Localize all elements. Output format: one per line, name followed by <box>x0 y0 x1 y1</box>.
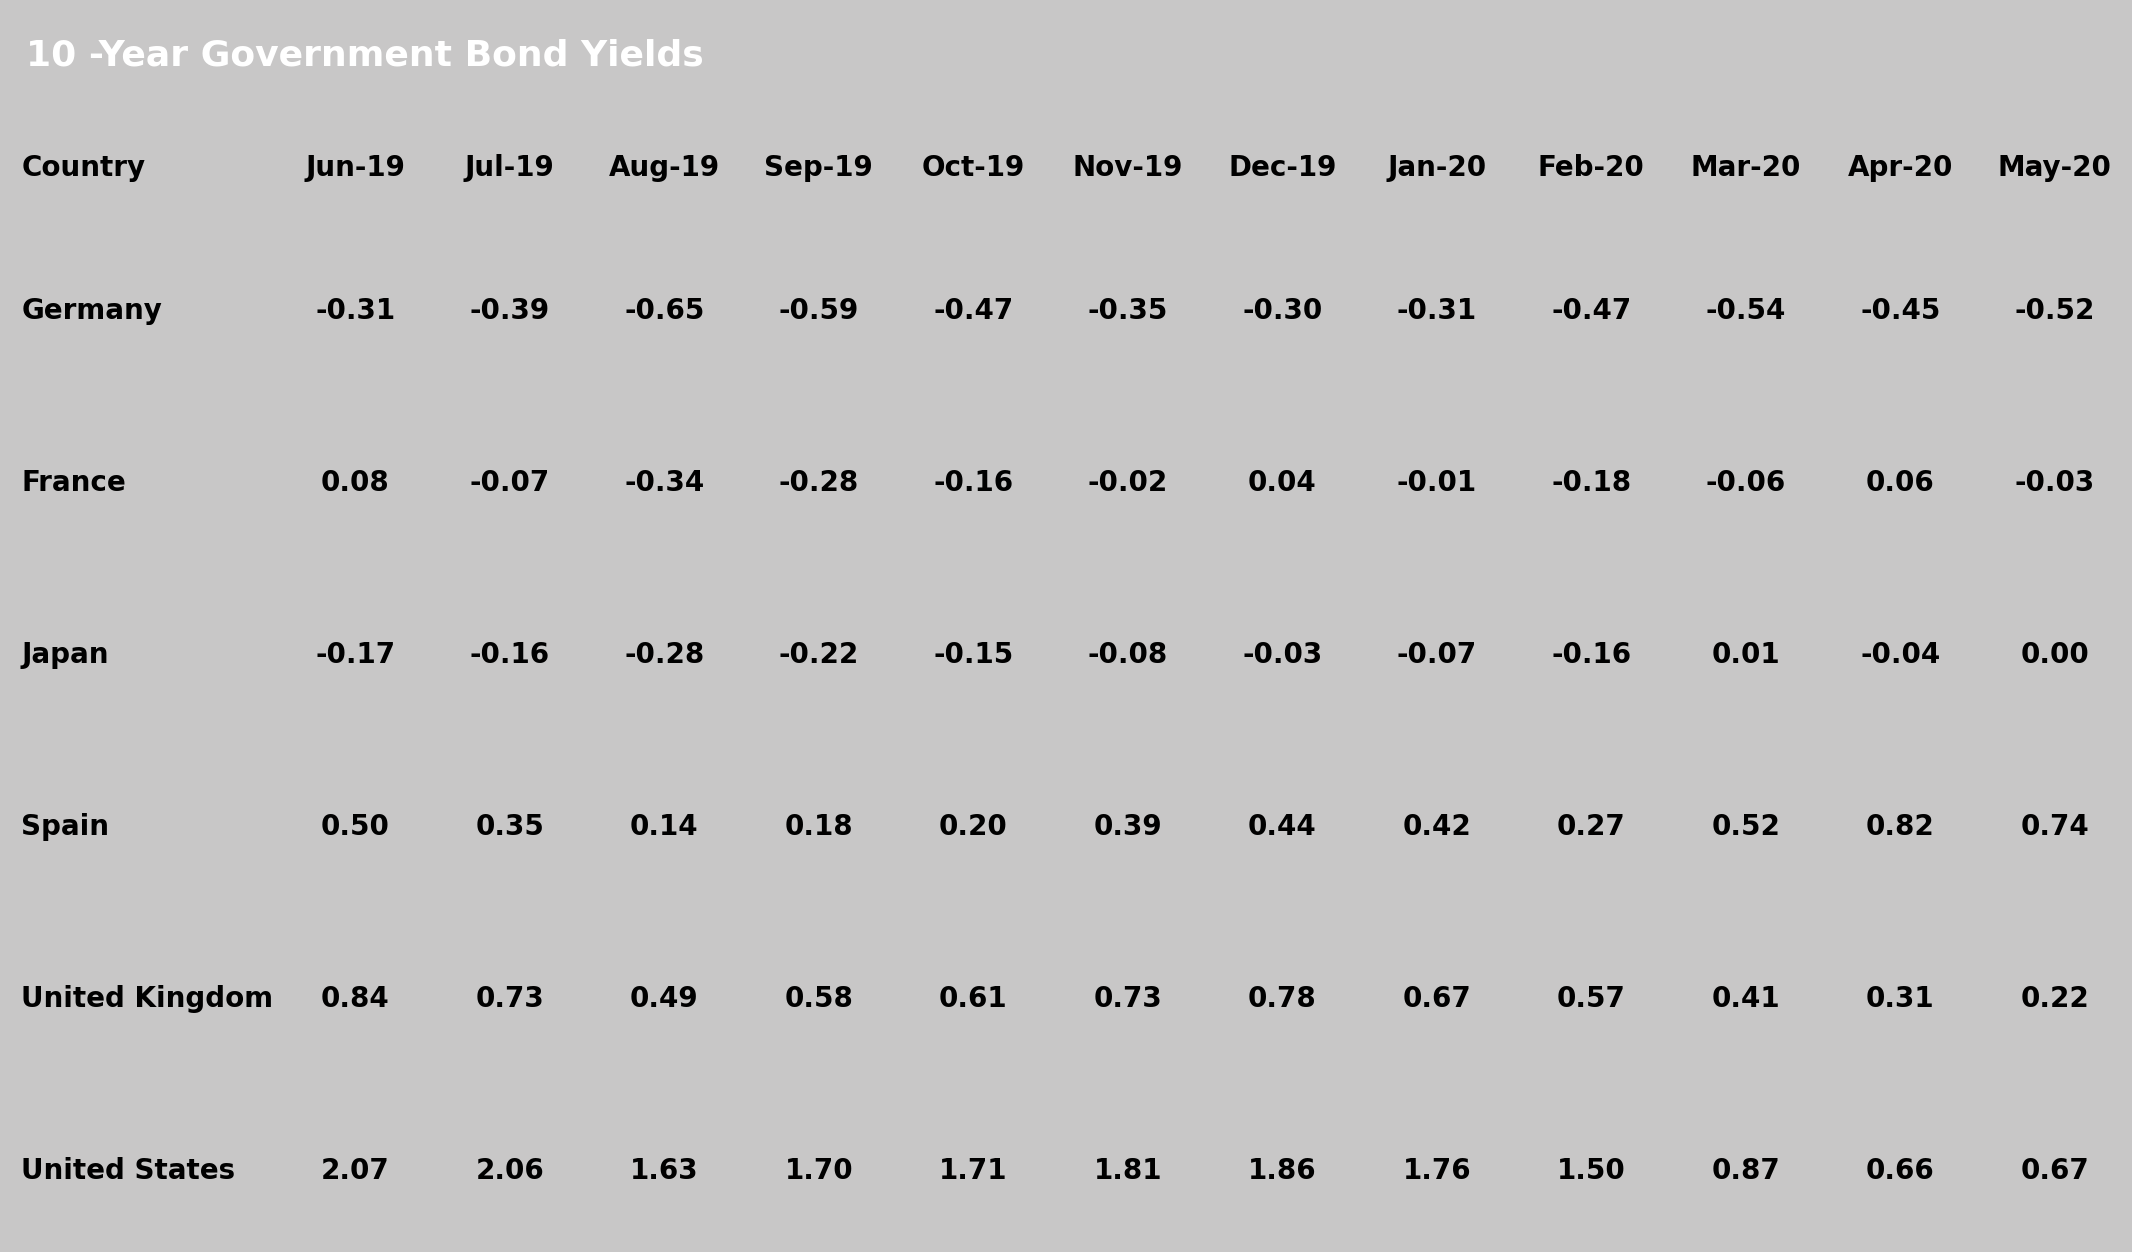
Text: -0.22: -0.22 <box>778 641 859 669</box>
Text: 0.00: 0.00 <box>2021 641 2089 669</box>
Text: United States: United States <box>21 1157 235 1184</box>
Text: Germany: Germany <box>21 297 162 326</box>
Text: Jun-19: Jun-19 <box>305 154 405 182</box>
Text: Apr-20: Apr-20 <box>1848 154 1953 182</box>
Text: 1.86: 1.86 <box>1247 1157 1318 1184</box>
Text: -0.15: -0.15 <box>934 641 1013 669</box>
Text: 0.73: 0.73 <box>475 985 544 1013</box>
Text: -0.16: -0.16 <box>469 641 550 669</box>
Text: 0.04: 0.04 <box>1247 470 1318 497</box>
Text: 0.42: 0.42 <box>1403 813 1471 841</box>
Text: -0.65: -0.65 <box>625 297 704 326</box>
Text: Oct-19: Oct-19 <box>921 154 1025 182</box>
Text: -0.54: -0.54 <box>1706 297 1787 326</box>
Text: -0.47: -0.47 <box>1552 297 1631 326</box>
Text: Feb-20: Feb-20 <box>1537 154 1644 182</box>
Text: -0.02: -0.02 <box>1087 470 1168 497</box>
Text: 0.06: 0.06 <box>1866 470 1934 497</box>
Text: -0.07: -0.07 <box>469 470 550 497</box>
Text: 0.08: 0.08 <box>322 470 390 497</box>
Text: 0.61: 0.61 <box>938 985 1008 1013</box>
Text: Mar-20: Mar-20 <box>1691 154 1802 182</box>
Text: 0.78: 0.78 <box>1247 985 1318 1013</box>
Text: France: France <box>21 470 126 497</box>
Text: 0.39: 0.39 <box>1094 813 1162 841</box>
Text: -0.52: -0.52 <box>2015 297 2096 326</box>
Text: 1.81: 1.81 <box>1094 1157 1162 1184</box>
Text: -0.16: -0.16 <box>1552 641 1631 669</box>
Text: -0.28: -0.28 <box>625 641 704 669</box>
Text: 0.67: 0.67 <box>1403 985 1471 1013</box>
Text: 0.52: 0.52 <box>1712 813 1780 841</box>
Text: 0.35: 0.35 <box>475 813 544 841</box>
Text: 1.50: 1.50 <box>1556 1157 1627 1184</box>
Text: 0.18: 0.18 <box>785 813 853 841</box>
Text: -0.06: -0.06 <box>1706 470 1787 497</box>
Text: -0.07: -0.07 <box>1396 641 1477 669</box>
Text: 1.70: 1.70 <box>785 1157 853 1184</box>
Text: -0.59: -0.59 <box>778 297 859 326</box>
Text: May-20: May-20 <box>1998 154 2111 182</box>
Text: -0.04: -0.04 <box>1859 641 1940 669</box>
Text: 0.50: 0.50 <box>322 813 390 841</box>
Text: 1.76: 1.76 <box>1403 1157 1471 1184</box>
Text: 0.67: 0.67 <box>2021 1157 2089 1184</box>
Text: Nov-19: Nov-19 <box>1072 154 1183 182</box>
Text: -0.30: -0.30 <box>1243 297 1322 326</box>
Text: 0.66: 0.66 <box>1866 1157 1934 1184</box>
Text: 0.41: 0.41 <box>1712 985 1780 1013</box>
Text: -0.34: -0.34 <box>625 470 704 497</box>
Text: Jan-20: Jan-20 <box>1388 154 1486 182</box>
Text: Aug-19: Aug-19 <box>610 154 721 182</box>
Text: -0.03: -0.03 <box>1243 641 1322 669</box>
Text: 0.87: 0.87 <box>1712 1157 1780 1184</box>
Text: 1.63: 1.63 <box>631 1157 699 1184</box>
Text: 0.82: 0.82 <box>1866 813 1934 841</box>
Text: -0.35: -0.35 <box>1087 297 1168 326</box>
Text: -0.31: -0.31 <box>1396 297 1477 326</box>
Text: 0.57: 0.57 <box>1556 985 1627 1013</box>
Text: -0.31: -0.31 <box>316 297 394 326</box>
Text: -0.18: -0.18 <box>1552 470 1631 497</box>
Text: 0.27: 0.27 <box>1556 813 1627 841</box>
Text: Spain: Spain <box>21 813 109 841</box>
Text: -0.03: -0.03 <box>2015 470 2096 497</box>
Text: 0.20: 0.20 <box>938 813 1008 841</box>
Text: 1.71: 1.71 <box>938 1157 1008 1184</box>
Text: 0.14: 0.14 <box>631 813 699 841</box>
Text: 0.84: 0.84 <box>322 985 390 1013</box>
Text: Jul-19: Jul-19 <box>465 154 554 182</box>
Text: -0.08: -0.08 <box>1087 641 1168 669</box>
Text: 0.01: 0.01 <box>1712 641 1780 669</box>
Text: -0.01: -0.01 <box>1396 470 1477 497</box>
Text: 0.73: 0.73 <box>1094 985 1162 1013</box>
Text: -0.45: -0.45 <box>1859 297 1940 326</box>
Text: -0.17: -0.17 <box>316 641 394 669</box>
Text: 0.44: 0.44 <box>1247 813 1318 841</box>
Text: -0.16: -0.16 <box>934 470 1013 497</box>
Text: 2.07: 2.07 <box>322 1157 390 1184</box>
Text: Country: Country <box>21 154 145 182</box>
Text: 2.06: 2.06 <box>475 1157 544 1184</box>
Text: 0.74: 0.74 <box>2021 813 2089 841</box>
Text: Japan: Japan <box>21 641 109 669</box>
Text: 0.31: 0.31 <box>1866 985 1934 1013</box>
Text: 10 -Year Government Bond Yields: 10 -Year Government Bond Yields <box>26 38 704 73</box>
Text: Dec-19: Dec-19 <box>1228 154 1337 182</box>
Text: Sep-19: Sep-19 <box>765 154 874 182</box>
Text: 0.49: 0.49 <box>631 985 699 1013</box>
Text: 0.22: 0.22 <box>2021 985 2089 1013</box>
Text: 0.58: 0.58 <box>785 985 853 1013</box>
Text: -0.47: -0.47 <box>934 297 1013 326</box>
Text: -0.39: -0.39 <box>469 297 550 326</box>
Text: -0.28: -0.28 <box>778 470 859 497</box>
Text: United Kingdom: United Kingdom <box>21 985 273 1013</box>
